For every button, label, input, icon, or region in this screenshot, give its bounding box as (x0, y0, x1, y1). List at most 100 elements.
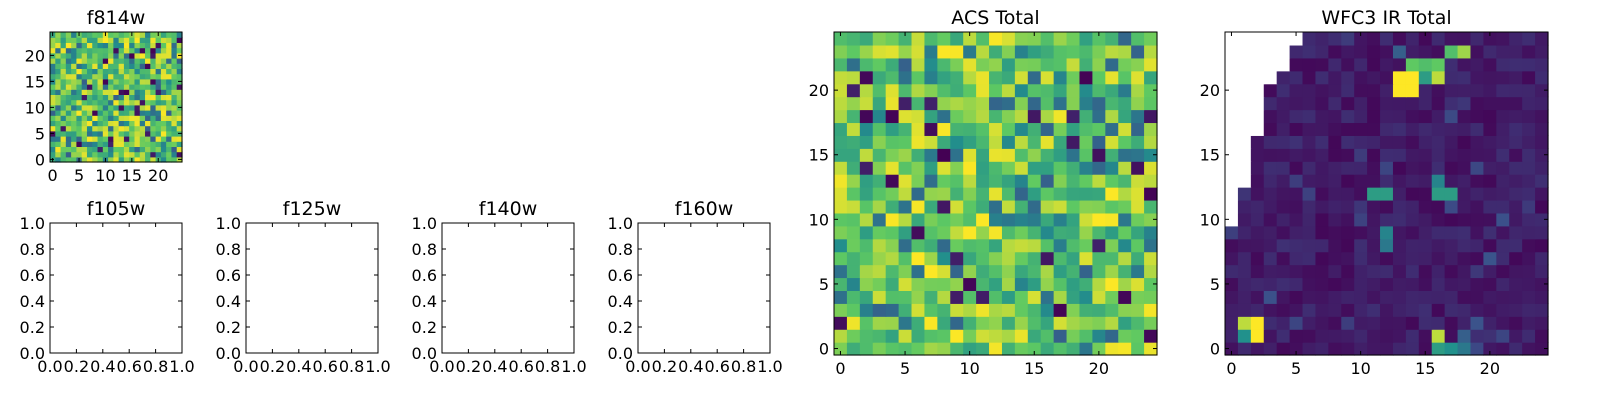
heatmap-cell (859, 174, 874, 188)
heatmap-cell (50, 99, 56, 106)
heatmap-cell (71, 115, 77, 121)
heatmap-cell (134, 115, 141, 121)
heatmap-cell (1289, 122, 1304, 136)
heatmap-cell (1392, 277, 1407, 291)
heatmap-cell (1509, 238, 1523, 253)
heatmap-cell (76, 151, 83, 158)
heatmap-cell (976, 225, 990, 240)
heatmap-cell (911, 109, 926, 124)
heatmap-cell (989, 174, 1003, 188)
heatmap-cell (1289, 83, 1304, 98)
heatmap-cell (1405, 57, 1420, 72)
heatmap-cell (1535, 122, 1549, 136)
heatmap-cell (898, 277, 913, 291)
heatmap-cell (976, 135, 990, 149)
x-tick-label: 1.0 (561, 357, 586, 376)
heatmap-cell (1341, 135, 1355, 149)
heatmap-cell (129, 115, 136, 121)
heatmap-cell (1470, 277, 1484, 291)
heatmap-cell (1001, 109, 1016, 124)
heatmap-cell (1302, 264, 1317, 279)
heatmap-cell (71, 89, 77, 95)
heatmap-cell (1053, 135, 1068, 149)
heatmap-cell (55, 115, 62, 121)
heatmap-cell (1457, 70, 1472, 85)
heatmap-cell (1354, 44, 1368, 59)
heatmap-cell (834, 161, 848, 175)
heatmap-cell (92, 115, 99, 121)
heatmap-cell (71, 110, 77, 116)
heatmap-cell (1250, 174, 1265, 188)
heatmap-cell (1483, 83, 1497, 98)
heatmap-cell (1027, 264, 1042, 279)
heatmap-cell (123, 68, 130, 75)
heatmap-cell (1053, 96, 1068, 111)
heatmap-cell (1131, 122, 1145, 136)
heatmap-cell (1418, 109, 1433, 124)
heatmap-cell (872, 264, 887, 279)
heatmap-cell (145, 32, 151, 38)
heatmap-cell (1431, 122, 1446, 136)
heatmap-cell (176, 125, 183, 132)
heatmap-cell (1405, 135, 1420, 149)
heatmap-cell (834, 70, 848, 85)
heatmap-cell (145, 37, 151, 43)
heatmap-cell (1315, 96, 1329, 111)
heatmap-cell (976, 264, 990, 279)
heatmap-cell (1276, 316, 1291, 330)
heatmap-cell (1066, 199, 1081, 214)
heatmap-cell (97, 151, 104, 158)
heatmap-cell (924, 238, 938, 253)
heatmap-cell (950, 57, 964, 72)
heatmap-cell (1053, 290, 1068, 304)
heatmap-cell (1118, 277, 1132, 291)
heatmap-cell (1040, 174, 1055, 188)
heatmap-cell (1483, 161, 1497, 175)
heatmap-cell (859, 161, 874, 175)
heatmap-cell (963, 290, 977, 304)
heatmap-cell (50, 42, 56, 49)
heatmap-cell (1053, 277, 1068, 291)
heatmap-cell (55, 47, 62, 54)
heatmap-cell (963, 199, 977, 214)
heatmap-cell (1367, 187, 1381, 201)
heatmap-cell (50, 141, 56, 147)
heatmap-cell (155, 141, 162, 147)
heatmap-cell (885, 316, 900, 330)
heatmap-cell (1509, 290, 1523, 304)
heatmap-cell (1250, 83, 1265, 98)
heatmap-cell (1053, 342, 1068, 356)
heatmap-cell (950, 187, 964, 201)
heatmap-cell (1237, 32, 1252, 46)
heatmap-cell (963, 303, 977, 317)
heatmap-cell (171, 42, 178, 49)
heatmap-cell (937, 277, 951, 291)
heatmap-cell (898, 109, 913, 124)
heatmap-cell (145, 130, 151, 137)
heatmap-cell (924, 277, 938, 291)
heatmap-cell (963, 70, 977, 85)
heatmap-cell (937, 264, 951, 279)
heatmap-cell (81, 120, 88, 127)
heatmap-cell (846, 264, 861, 279)
heatmap-cell (1105, 109, 1119, 124)
heatmap-cell (160, 110, 167, 116)
heatmap-cell (1237, 342, 1252, 356)
heatmap-cell (1014, 32, 1029, 46)
heatmap-cell (1250, 135, 1265, 149)
heatmap-cell (1066, 148, 1081, 162)
heatmap-cell (911, 83, 926, 98)
heatmap-cell (1354, 212, 1368, 227)
heatmap-cell (885, 70, 900, 85)
heatmap-cell (1328, 174, 1342, 188)
heatmap-cell (1522, 290, 1536, 304)
heatmap-cell (872, 32, 887, 46)
heatmap-cell (1522, 187, 1536, 201)
heatmap-cell (937, 135, 951, 149)
heatmap-cell (1444, 225, 1459, 240)
heatmap-cell (1496, 303, 1510, 317)
heatmap-cell (145, 63, 151, 69)
heatmap-cell (1289, 342, 1304, 356)
heatmap-cell (1431, 70, 1446, 85)
heatmap-cell (1001, 70, 1016, 85)
